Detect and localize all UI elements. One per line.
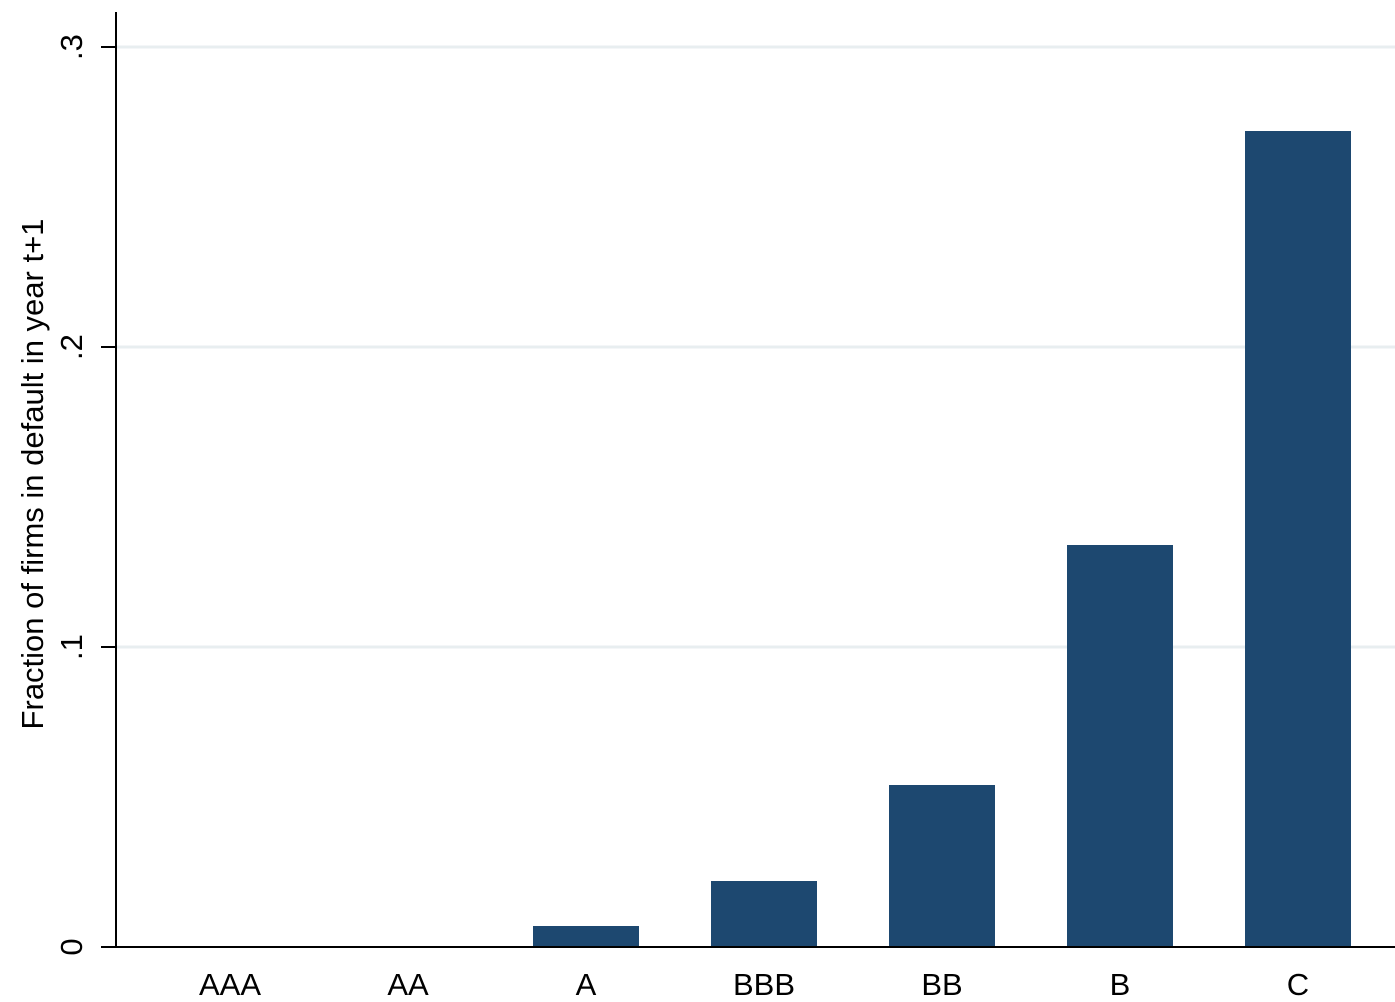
- y-tick-label: .1: [54, 634, 89, 660]
- bar-bbb: [711, 881, 817, 947]
- bar-b: [1067, 545, 1173, 947]
- y-tick-label: .2: [54, 334, 89, 360]
- y-tick-label: 0: [54, 938, 89, 955]
- x-tick-label: AAA: [199, 967, 261, 1002]
- axes: [115, 12, 1395, 948]
- x-tick-label: A: [576, 967, 597, 1002]
- bar-a: [533, 926, 639, 947]
- x-tick-label: BBB: [733, 967, 795, 1002]
- y-ticks: 0 .1 .2 .3: [54, 34, 116, 956]
- bar-c: [1245, 131, 1351, 947]
- x-tick-label: B: [1110, 967, 1131, 1002]
- bars: [533, 131, 1351, 947]
- y-axis-label: Fraction of firms in default in year t+1: [15, 219, 50, 730]
- gridlines: [116, 45, 1395, 649]
- bar-bb: [889, 785, 995, 947]
- x-tick-label: AA: [387, 967, 429, 1002]
- y-tick-label: .3: [54, 34, 89, 60]
- x-tick-label: BB: [921, 967, 962, 1002]
- x-tick-label: C: [1287, 967, 1309, 1002]
- x-ticks: AAA AA A BBB BB B C: [199, 967, 1309, 1002]
